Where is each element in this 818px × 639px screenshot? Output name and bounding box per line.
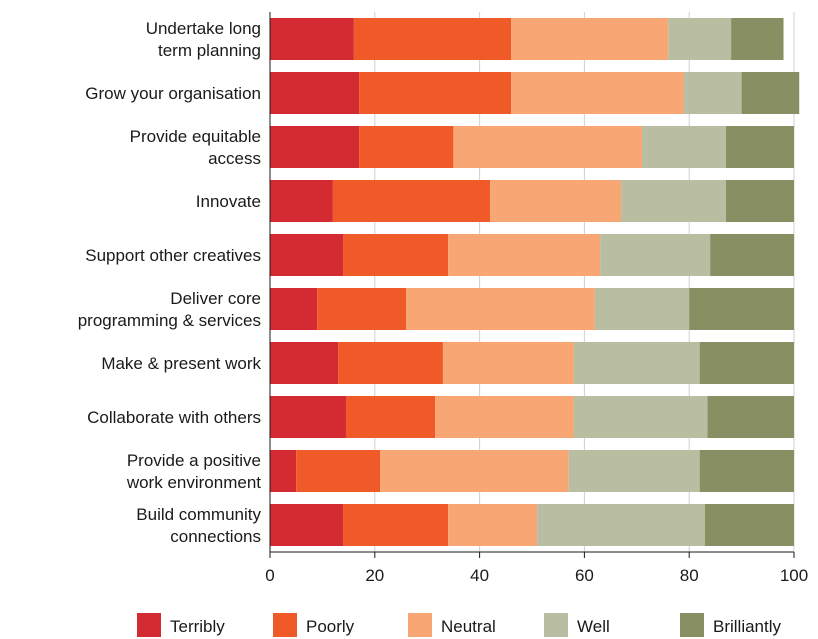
bar-segment-neutral [448,504,538,546]
bar-segment-well [537,504,705,546]
bar-segment-terribly [270,450,297,492]
category-label: Innovate [196,192,261,211]
bar-segment-poorly [332,180,491,222]
bar-segment-well [594,288,690,330]
bar-segment-neutral [511,18,669,60]
bar-segment-terribly [270,504,344,546]
bar-segment-neutral [490,180,622,222]
category-label: Provide equitable access [130,127,261,168]
bar-segment-terribly [270,396,346,438]
bar-segment-neutral [435,396,574,438]
category-labels: Undertake long term planning Grow your org… [78,19,262,546]
bar-segment-poorly [338,342,443,384]
bar-segment-neutral [511,72,684,114]
legend-label-well: Well [577,617,610,636]
bar-segment-poorly [317,288,407,330]
bar-segment-terribly [270,288,318,330]
x-axis: 0 20 40 60 80 100 [265,12,808,585]
bar-segment-brilliantly [741,72,800,114]
bar-segment-neutral [448,234,601,276]
x-tick-label: 20 [365,566,384,585]
bar-segment-poorly [353,18,512,60]
category-label: Make & present work [101,354,261,373]
bar-segment-terribly [270,72,360,114]
x-tick-label: 60 [575,566,594,585]
legend-label-brilliantly: Brilliantly [713,617,782,636]
x-tick-label: 100 [780,566,808,585]
category-label: Collaborate with others [87,408,261,427]
bar-segment-well [568,450,700,492]
legend-swatch-neutral [408,613,432,637]
bar-segment-well [573,342,700,384]
bar-segment-poorly [345,396,436,438]
bar-segment-brilliantly [725,180,794,222]
bar-segment-brilliantly [725,126,794,168]
legend-swatch-poorly [273,613,297,637]
bar-segment-brilliantly [699,450,794,492]
category-label: Provide a positive work environment [126,451,261,492]
bar-segment-terribly [270,18,354,60]
bar-segment-poorly [296,450,381,492]
bar-segment-brilliantly [710,234,794,276]
x-tick-label: 80 [680,566,699,585]
bar-segment-brilliantly [707,396,794,438]
category-label: Undertake long term planning [146,19,261,60]
category-label: Support other creatives [85,246,261,265]
bar-segment-neutral [453,126,643,168]
category-label: Deliver core programming & services [78,289,261,330]
bar-segment-poorly [359,72,512,114]
bar-segment-neutral [406,288,595,330]
bar-segment-poorly [343,504,449,546]
bar-segment-terribly [270,126,360,168]
legend-label-poorly: Poorly [306,617,355,636]
bar-segment-brilliantly [699,342,794,384]
bar-segment-well [621,180,726,222]
x-tick-label: 0 [265,566,274,585]
legend: Terribly Poorly Neutral Well Brilliantly [137,613,782,637]
legend-label-neutral: Neutral [441,617,496,636]
bar-segment-well [668,18,732,60]
bar-segment-poorly [359,126,454,168]
bar-segment-neutral [380,450,569,492]
legend-label-terribly: Terribly [170,617,225,636]
bar-segment-neutral [442,342,574,384]
bar-segment-well [683,72,742,114]
legend-swatch-terribly [137,613,161,637]
bar-segment-terribly [270,342,339,384]
bar-segment-well [573,396,708,438]
category-label: Build community connections [136,505,261,546]
category-label: Grow your organisation [85,84,261,103]
bars [270,18,800,546]
bar-segment-poorly [343,234,449,276]
x-tick-label: 40 [470,566,489,585]
bar-segment-brilliantly [689,288,794,330]
bar-segment-terribly [270,234,344,276]
bar-segment-brilliantly [704,504,794,546]
bar-segment-terribly [270,180,333,222]
bar-segment-well [600,234,711,276]
bar-segment-brilliantly [731,18,784,60]
bar-segment-well [642,126,726,168]
legend-swatch-brilliantly [680,613,704,637]
legend-swatch-well [544,613,568,637]
